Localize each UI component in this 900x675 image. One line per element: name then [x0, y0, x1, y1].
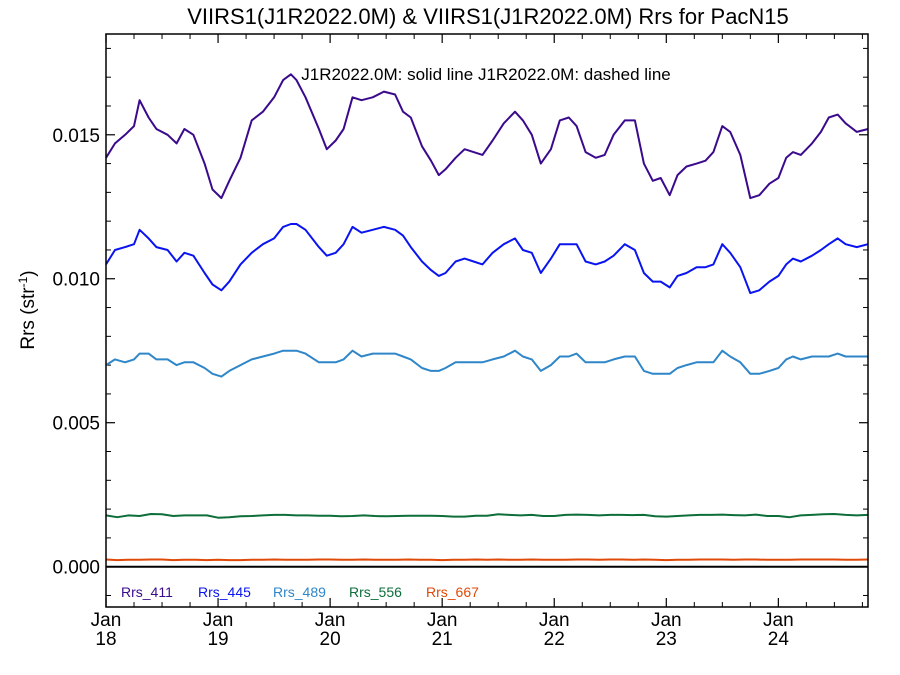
series-line-rrs-667 [105, 558, 869, 562]
x-tick-month-label: Jan [203, 610, 234, 631]
chart-title: VIIRS1(J1R2022.0M) & VIIRS1(J1R2022.0M) … [187, 4, 789, 29]
legend-entry-rrs-556: Rrs_556 [349, 584, 402, 600]
x-tick-year-label: 20 [320, 629, 341, 650]
legend: Rrs_411 Rrs_445 Rrs_489 Rrs_556 Rrs_667 [121, 584, 479, 600]
series-layer [105, 73, 869, 568]
y-tick-label: 0.010 [52, 270, 100, 291]
legend-entry-rrs-489: Rrs_489 [273, 584, 326, 600]
y-axis-label-superscript: -1 [16, 276, 30, 287]
chart-subtitle: J1R2022.0M: solid line J1R2022.0M: dashe… [301, 65, 671, 84]
x-tick-month-label: Jan [315, 610, 346, 631]
y-axis-label-close: ) [18, 270, 39, 276]
x-tick-month-label: Jan [427, 610, 458, 631]
x-tick-year-label: 18 [95, 629, 116, 650]
x-tick-month-label: Jan [91, 610, 122, 631]
x-tick-year-label: 23 [656, 629, 677, 650]
legend-entry-rrs-445: Rrs_445 [198, 584, 251, 600]
y-tick-label: 0.000 [52, 558, 100, 579]
x-tick-year-label: 24 [768, 629, 790, 650]
plot-frame [105, 33, 869, 608]
y-tick-label: 0.015 [52, 126, 100, 147]
x-tick-year-label: 21 [432, 629, 453, 650]
series-line-rrs-411 [105, 73, 869, 200]
legend-entry-rrs-411: Rrs_411 [121, 584, 173, 600]
y-tick-label: 0.005 [52, 414, 100, 435]
y-axis-label: Rrs (str-1) [16, 270, 39, 349]
legend-entry-rrs-667: Rrs_667 [426, 584, 479, 600]
series-line-rrs-445 [105, 223, 869, 295]
axis-ticks: 0.0000.0050.0100.015Jan18Jan19Jan20Jan21… [52, 34, 868, 650]
x-tick-month-label: Jan [763, 610, 794, 631]
series-line-rrs-556 [105, 513, 869, 519]
x-tick-month-label: Jan [651, 610, 682, 631]
y-axis-label-main: Rrs (str [18, 287, 39, 350]
x-tick-month-label: Jan [539, 610, 570, 631]
x-tick-year-label: 22 [544, 629, 565, 650]
series-line-rrs-489 [105, 349, 868, 378]
x-tick-year-label: 19 [207, 629, 228, 650]
